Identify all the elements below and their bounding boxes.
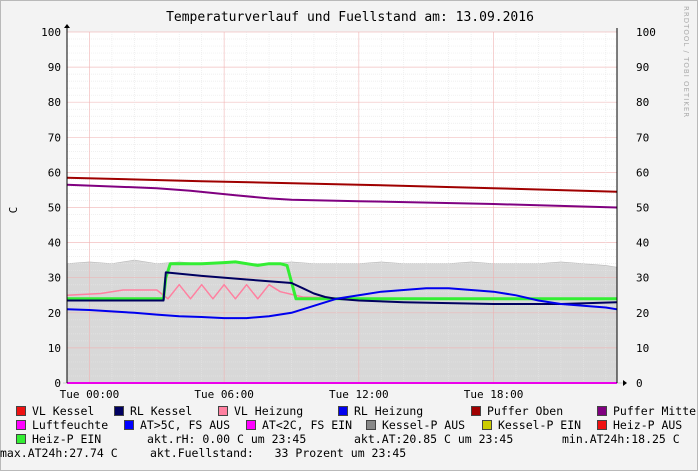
legend-item: Luftfeuchte [16, 418, 108, 432]
x-axis-arrow [623, 380, 627, 386]
x-tick-label: Tue 12:00 [329, 388, 389, 401]
status-rh: akt.rH: 0.00 C um 23:45 [147, 432, 307, 446]
y-tick-label-right: 30 [636, 272, 649, 285]
legend-swatch [124, 420, 134, 430]
y-tick-label-left: 90 [48, 61, 61, 74]
y-tick-label-left: 20 [48, 307, 61, 320]
legend-item: VL Heizung [218, 404, 303, 418]
y-tick-label-right: 50 [636, 202, 649, 215]
legend-item: AT>5C, FS AUS [124, 418, 230, 432]
legend-swatch [114, 406, 124, 416]
legend-label: Puffer Mitte [613, 404, 697, 418]
legend-label: Kessel-P EIN [498, 418, 582, 432]
legend-swatch [597, 420, 607, 430]
y-tick-label-left: 50 [48, 202, 61, 215]
chart-title: Temperaturverlauf und Fuellstand am: 13.… [166, 10, 534, 25]
legend-label: Heiz-P EIN [32, 432, 102, 446]
y-tick-label-left: 0 [54, 377, 61, 390]
status-max: max.AT24h:27.74 C [0, 446, 118, 460]
y-tick-label-right: 40 [636, 237, 649, 250]
status-min: min.AT24h:18.25 C [562, 432, 680, 446]
y-tick-label-right: 70 [636, 131, 649, 144]
series-puffer-oben-line [66, 176, 618, 193]
legend-swatch [366, 420, 376, 430]
y-tick-label-right: 10 [636, 342, 649, 355]
legend-label: VL Heizung [234, 404, 304, 418]
legend-label: VL Kessel [32, 404, 95, 418]
series-puffer-mitte-line [66, 183, 618, 209]
y-tick-label-left: 80 [48, 96, 61, 109]
legend: VL Kessel RL Kessel VL Heizung RL Heizung Pu… [0, 404, 696, 460]
legend-swatch [482, 420, 492, 430]
legend-item: Puffer Oben [471, 404, 563, 418]
legend-item: Kessel-P AUS [366, 418, 465, 432]
y-tick-label-right: 0 [636, 377, 643, 390]
y-tick-label-left: 30 [48, 272, 61, 285]
legend-item: Heiz-P AUS [597, 418, 682, 432]
series-luftfeuchte-area [66, 259, 618, 384]
legend-row: Luftfeuchte AT>5C, FS AUS AT<2C, FS EIN Kes… [16, 418, 696, 432]
legend-swatch [16, 434, 26, 444]
y-tick-label-left: 60 [48, 166, 61, 179]
y-axis-label: C [7, 207, 20, 214]
series-rl-heizung-line [66, 287, 618, 320]
legend-item: AT<2C, FS EIN [246, 418, 352, 432]
legend-item: RL Kessel [114, 404, 192, 418]
plot-area: 0 0 10 10 20 20 30 30 40 40 50 50 60 60 70 70 80 80 90 90 10… [41, 24, 656, 401]
legend-label: Puffer Oben [487, 404, 564, 418]
series-rl-kessel-line [67, 271, 618, 305]
x-tick-label: Tue 06:00 [194, 388, 254, 401]
legend-label: AT>5C, FS AUS [140, 418, 231, 432]
y-tick-label-right: 20 [636, 307, 649, 320]
y-tick-label-right: 90 [636, 61, 649, 74]
legend-swatch [16, 420, 26, 430]
legend-row: max.AT24h:27.74 C akt.Fuellstand: 33 Pro… [0, 446, 696, 460]
x-tick-label: Tue 18:00 [464, 388, 524, 401]
legend-item: Heiz-P EIN [16, 432, 101, 446]
series-vl-heizung-line [66, 283, 617, 300]
y-tick-label-left: 40 [48, 237, 61, 250]
y-tick-label-left: 70 [48, 131, 61, 144]
legend-label: RL Kessel [130, 404, 193, 418]
x-tick-label: Tue 00:00 [60, 388, 120, 401]
y-tick-label-right: 60 [636, 166, 649, 179]
legend-swatch [338, 406, 348, 416]
legend-item: Kessel-P EIN [482, 418, 581, 432]
y-tick-label-right: 80 [636, 96, 649, 109]
watermark: RRDTOOL / TOBI OETIKER [682, 6, 690, 119]
legend-item: Puffer Mitte [597, 404, 696, 418]
legend-row: akt.rH: 0.00 C um 23:45 akt.AT:20.85 C u… [16, 432, 696, 446]
legend-row: VL Kessel RL Kessel VL Heizung RL Heizung Pu… [16, 404, 696, 418]
y-tick-label-left: 10 [48, 342, 61, 355]
legend-item: RL Heizung [338, 404, 423, 418]
legend-label: AT<2C, FS EIN [262, 418, 353, 432]
legend-swatch [218, 406, 228, 416]
legend-swatch [16, 406, 26, 416]
y-axis-arrow [64, 24, 70, 28]
legend-label: RL Heizung [354, 404, 424, 418]
legend-swatch [471, 406, 481, 416]
legend-swatch [246, 420, 256, 430]
status-at: akt.AT:20.85 C um 23:45 [354, 432, 514, 446]
legend-item: VL Kessel [16, 404, 94, 418]
legend-label: Heiz-P AUS [613, 418, 683, 432]
legend-label: Kessel-P AUS [382, 418, 466, 432]
y-tick-label-right: 100 [636, 26, 656, 39]
y-tick-label-left: 100 [41, 26, 61, 39]
chart: Temperaturverlauf und Fuellstand am: 13.… [7, 10, 656, 401]
status-fill: akt.Fuellstand: 33 Prozent um 23:45 [150, 446, 407, 460]
legend-swatch [597, 406, 607, 416]
legend-label: Luftfeuchte [32, 418, 109, 432]
